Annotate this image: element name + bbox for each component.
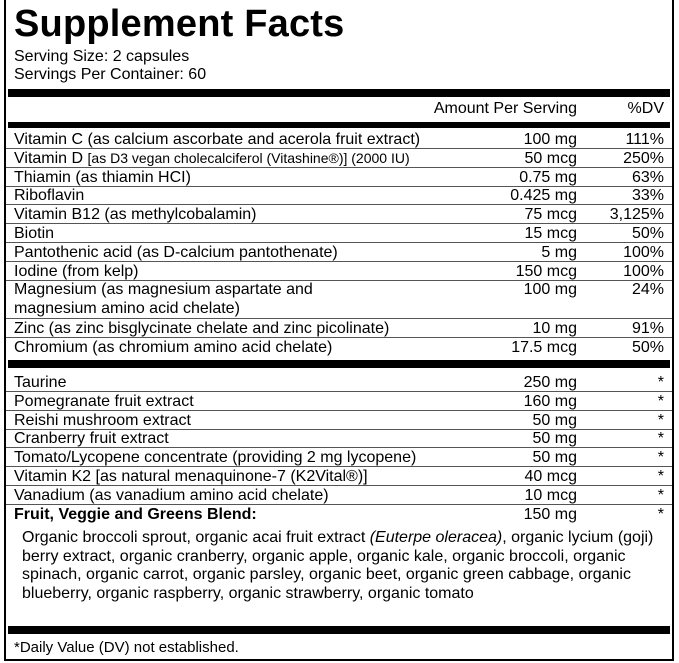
table-row: Thiamin (as thiamin HCI) 0.75 mg 63% — [6, 168, 672, 187]
table-row: Taurine 250 mg * — [6, 373, 672, 392]
nutrient-name: Fruit, Veggie and Greens Blend: — [14, 505, 257, 523]
daily-value: 3,125% — [609, 206, 664, 224]
servings-per-container: Servings Per Container: 60 — [14, 66, 207, 83]
amount: 10 mg — [532, 319, 577, 337]
table-row: Cranberry fruit extract 50 mg * — [6, 429, 672, 449]
table-row: Chromium (as chromium amino acid chelate… — [6, 338, 672, 356]
dv-header: %DV — [627, 100, 664, 117]
table-row: Magnesium (as magnesium aspartate and mag… — [6, 280, 672, 320]
amount: 50 mg — [532, 430, 577, 448]
daily-value: 100% — [623, 243, 664, 261]
table-row: Pantothenic acid (as D-calcium pantothen… — [6, 243, 672, 262]
amount: 5 mg — [541, 243, 577, 261]
nutrient-name: Vanadium (as vanadium amino acid chelate… — [14, 486, 329, 504]
footnote: *Daily Value (DV) not established. — [14, 639, 239, 656]
nutrient-name: Taurine — [14, 374, 67, 391]
panel-title: Supplement Facts — [14, 3, 345, 45]
daily-value: 50% — [631, 338, 664, 356]
daily-value: * — [657, 449, 664, 467]
table-row: Fruit, Veggie and Greens Blend: 150 mg * — [6, 505, 672, 523]
divider-thick — [8, 89, 670, 97]
amount: 100 mg — [523, 131, 577, 148]
daily-value: * — [657, 392, 664, 410]
nutrient-name: Reishi mushroom extract — [14, 411, 191, 429]
daily-value: 33% — [631, 187, 664, 205]
table-row: Tomato/Lycopene concentrate (providing 2… — [6, 448, 672, 468]
divider-thick — [8, 360, 670, 368]
daily-value: 24% — [631, 281, 664, 299]
amount: 50 mg — [532, 449, 577, 467]
table-row: Vitamin C (as calcium ascorbate and acer… — [6, 130, 672, 149]
table-row: Vanadium (as vanadium amino acid chelate… — [6, 486, 672, 505]
daily-value: 63% — [631, 168, 664, 186]
nutrient-name: Vitamin B12 (as methylcobalamin) — [14, 206, 257, 224]
amount: 0.425 mg — [510, 187, 577, 205]
daily-value: * — [657, 505, 664, 523]
serving-size: Serving Size: 2 capsules — [14, 48, 190, 65]
table-row: Biotin 15 mcg 50% — [6, 224, 672, 243]
daily-value: 50% — [631, 225, 664, 242]
amount: 40 mcg — [524, 468, 577, 485]
nutrient-name: Magnesium (as magnesium aspartate and mag… — [14, 281, 313, 318]
nutrient-name: Vitamin K2 [as natural menaquinone-7 (K2… — [14, 468, 368, 485]
table-row: Vitamin B12 (as methylcobalamin) 75 mcg 3,… — [6, 205, 672, 225]
daily-value: * — [657, 468, 664, 485]
daily-value: * — [657, 411, 664, 429]
amount: 150 mg — [523, 505, 577, 523]
amount: 250 mg — [523, 374, 577, 391]
daily-value: * — [657, 430, 664, 448]
nutrient-name: Chromium (as chromium amino acid chelate… — [14, 338, 333, 356]
nutrient-name: Vitamin C (as calcium ascorbate and acer… — [14, 131, 421, 148]
amount: 10 mcg — [524, 486, 577, 504]
daily-value: 100% — [623, 262, 664, 280]
amount: 160 mg — [523, 392, 577, 410]
amount: 75 mcg — [524, 206, 577, 224]
amount: 50 mg — [532, 411, 577, 429]
nutrient-name: Vitamin D [as D3 vegan cholecalciferol (… — [14, 149, 410, 167]
amount: 0.75 mg — [519, 168, 577, 186]
nutrient-name: Riboflavin — [14, 187, 85, 205]
table-row: Vitamin D [as D3 vegan cholecalciferol (… — [6, 149, 672, 168]
table-row: Vitamin K2 [as natural menaquinone-7 (K2… — [6, 467, 672, 486]
amount: 100 mg — [523, 281, 577, 299]
nutrient-name: Cranberry fruit extract — [14, 430, 169, 448]
nutrient-name: Thiamin (as thiamin HCI) — [14, 168, 191, 186]
table-row: Pomegranate fruit extract 160 mg * — [6, 392, 672, 411]
supplement-facts-panel: Supplement Facts Serving Size: 2 capsule… — [4, 0, 674, 661]
daily-value: * — [657, 374, 664, 391]
table-row: Riboflavin 0.425 mg 33% — [6, 186, 672, 206]
table-row: Reishi mushroom extract 50 mg * — [6, 411, 672, 430]
amount: 15 mcg — [524, 225, 577, 242]
table-row: Iodine (from kelp) 150 mcg 100% — [6, 262, 672, 281]
nutrient-name: Iodine (from kelp) — [14, 262, 139, 280]
divider-thick — [8, 626, 670, 634]
nutrient-name: Pantothenic acid (as D-calcium pantothen… — [14, 243, 338, 261]
amount: 150 mcg — [515, 262, 577, 280]
nutrient-name: Tomato/Lycopene concentrate (providing 2… — [14, 449, 417, 467]
daily-value: 250% — [623, 149, 664, 167]
daily-value: 91% — [631, 319, 664, 337]
amount-header: Amount Per Serving — [433, 100, 577, 117]
amount: 50 mcg — [524, 149, 577, 167]
daily-value: * — [657, 486, 664, 504]
divider-thick — [8, 122, 670, 128]
table-row: Zinc (as zinc bisglycinate chelate and z… — [6, 319, 672, 338]
daily-value: 111% — [625, 131, 664, 148]
column-header: Amount Per Serving %DV — [6, 100, 672, 121]
amount: 17.5 mcg — [511, 338, 577, 356]
blend-ingredients: Organic broccoli sprout, organic acai fr… — [22, 529, 654, 602]
nutrient-name: Pomegranate fruit extract — [14, 392, 194, 410]
nutrient-name: Zinc (as zinc bisglycinate chelate and z… — [14, 319, 390, 337]
nutrient-name: Biotin — [14, 225, 55, 242]
